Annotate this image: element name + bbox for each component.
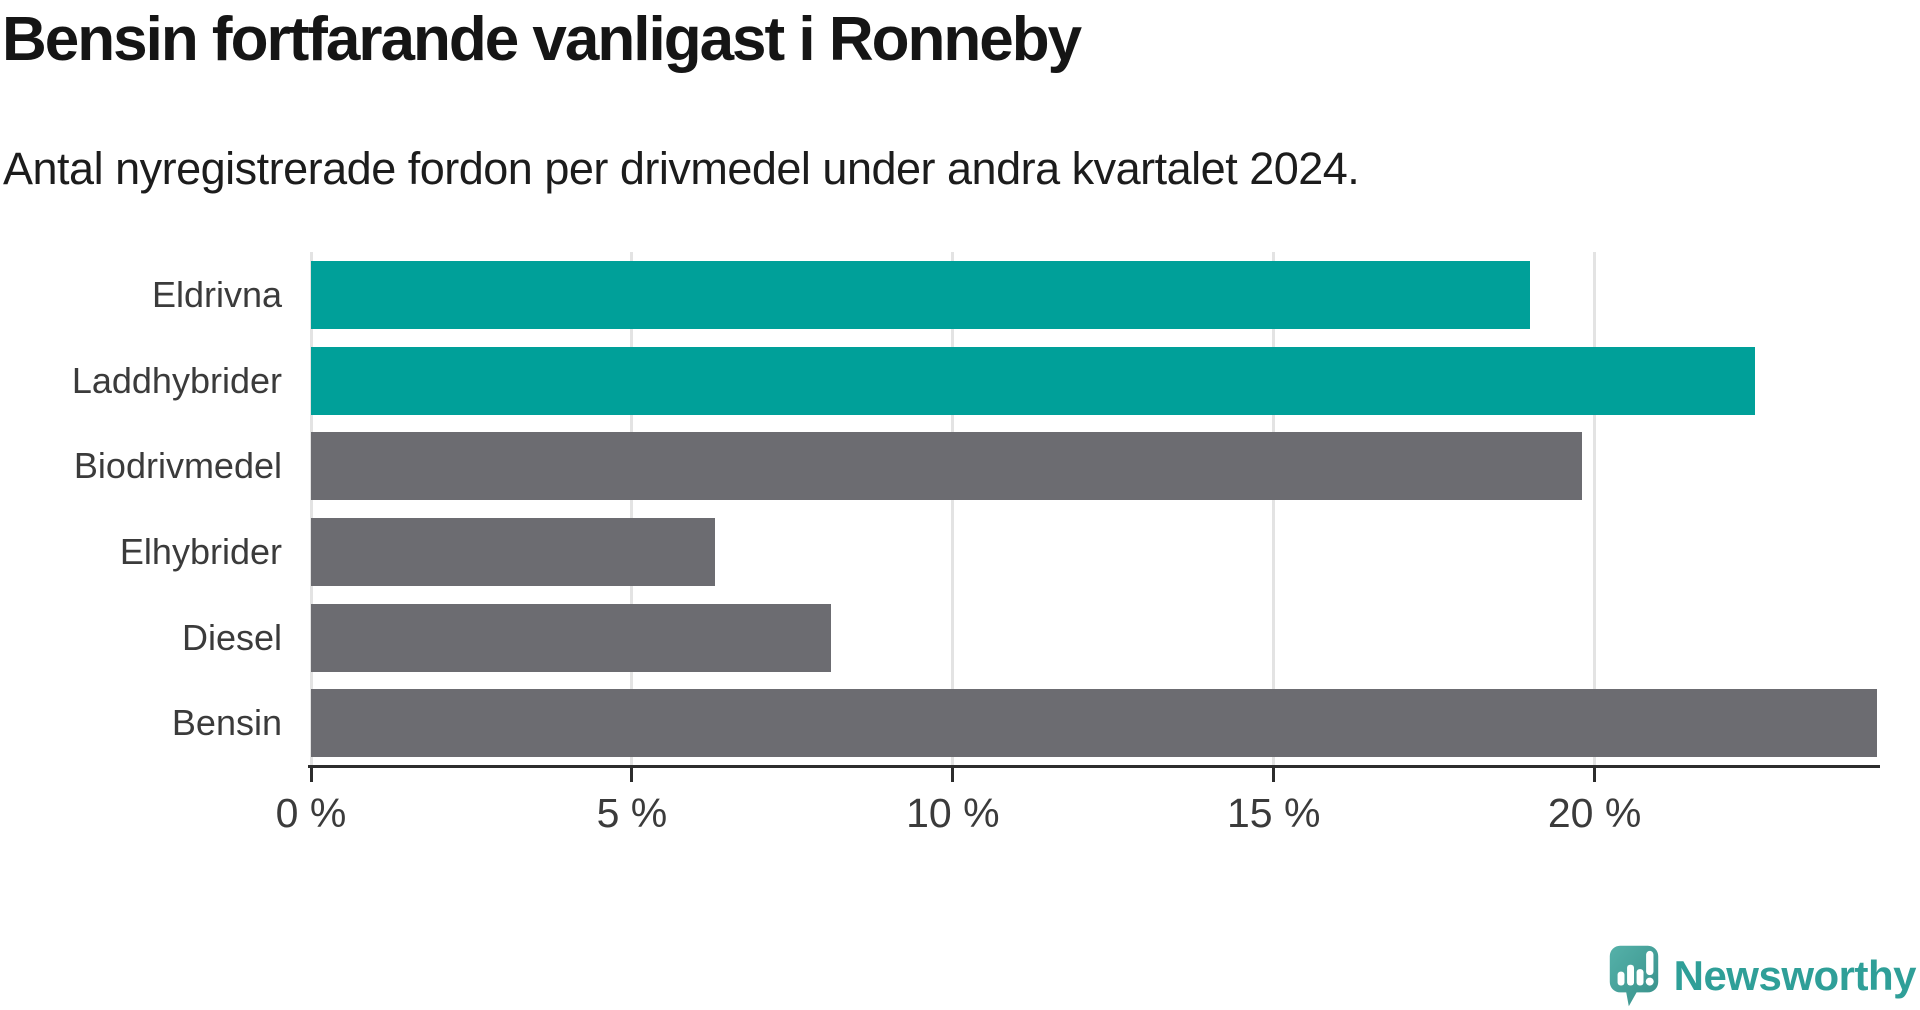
category-label: Diesel xyxy=(181,616,282,658)
bar xyxy=(311,517,716,586)
logo-exclamation-stem xyxy=(1645,950,1654,976)
logo-exclamation-dot xyxy=(1645,977,1654,986)
axis-tick-label: 20 % xyxy=(1547,790,1642,836)
axis-tick xyxy=(309,768,313,782)
gridline xyxy=(630,252,634,766)
bar xyxy=(311,603,831,672)
gridline xyxy=(1272,252,1276,766)
gridline xyxy=(309,252,313,766)
category-label: Laddhybrider xyxy=(71,359,282,401)
bar xyxy=(311,260,1531,329)
axis-tick-label: 15 % xyxy=(1226,790,1321,836)
x-axis-line xyxy=(308,765,1880,768)
category-label: Biodrivmedel xyxy=(73,445,282,487)
axis-tick xyxy=(630,768,634,782)
axis-tick xyxy=(1593,768,1597,782)
gridline xyxy=(951,252,955,766)
axis-tick xyxy=(951,768,955,782)
chart-subtitle: Antal nyregistrerade fordon per drivmede… xyxy=(3,143,1360,194)
newsworthy-logo-text: Newsworthy xyxy=(1673,952,1917,999)
gridline xyxy=(1593,252,1597,766)
logo-bar-2 xyxy=(1626,964,1634,986)
bar xyxy=(311,689,1877,758)
category-label: Elhybrider xyxy=(119,530,282,572)
logo-bar-3 xyxy=(1636,969,1644,986)
category-label: Eldrivna xyxy=(151,273,282,315)
axis-tick xyxy=(1272,768,1276,782)
logo-bar-1 xyxy=(1617,971,1625,986)
newsworthy-logo: Newsworthy xyxy=(1608,944,1917,1008)
axis-tick-label: 10 % xyxy=(906,790,1000,836)
bar xyxy=(311,432,1582,501)
axis-tick-label: 0 % xyxy=(275,790,347,836)
axis-tick-label: 5 % xyxy=(596,790,668,836)
bar xyxy=(311,346,1756,415)
chart-title: Bensin fortfarande vanligast i Ronneby xyxy=(2,5,1082,74)
newsworthy-logo-mark-icon xyxy=(1609,945,1658,1007)
category-label: Bensin xyxy=(171,702,282,744)
